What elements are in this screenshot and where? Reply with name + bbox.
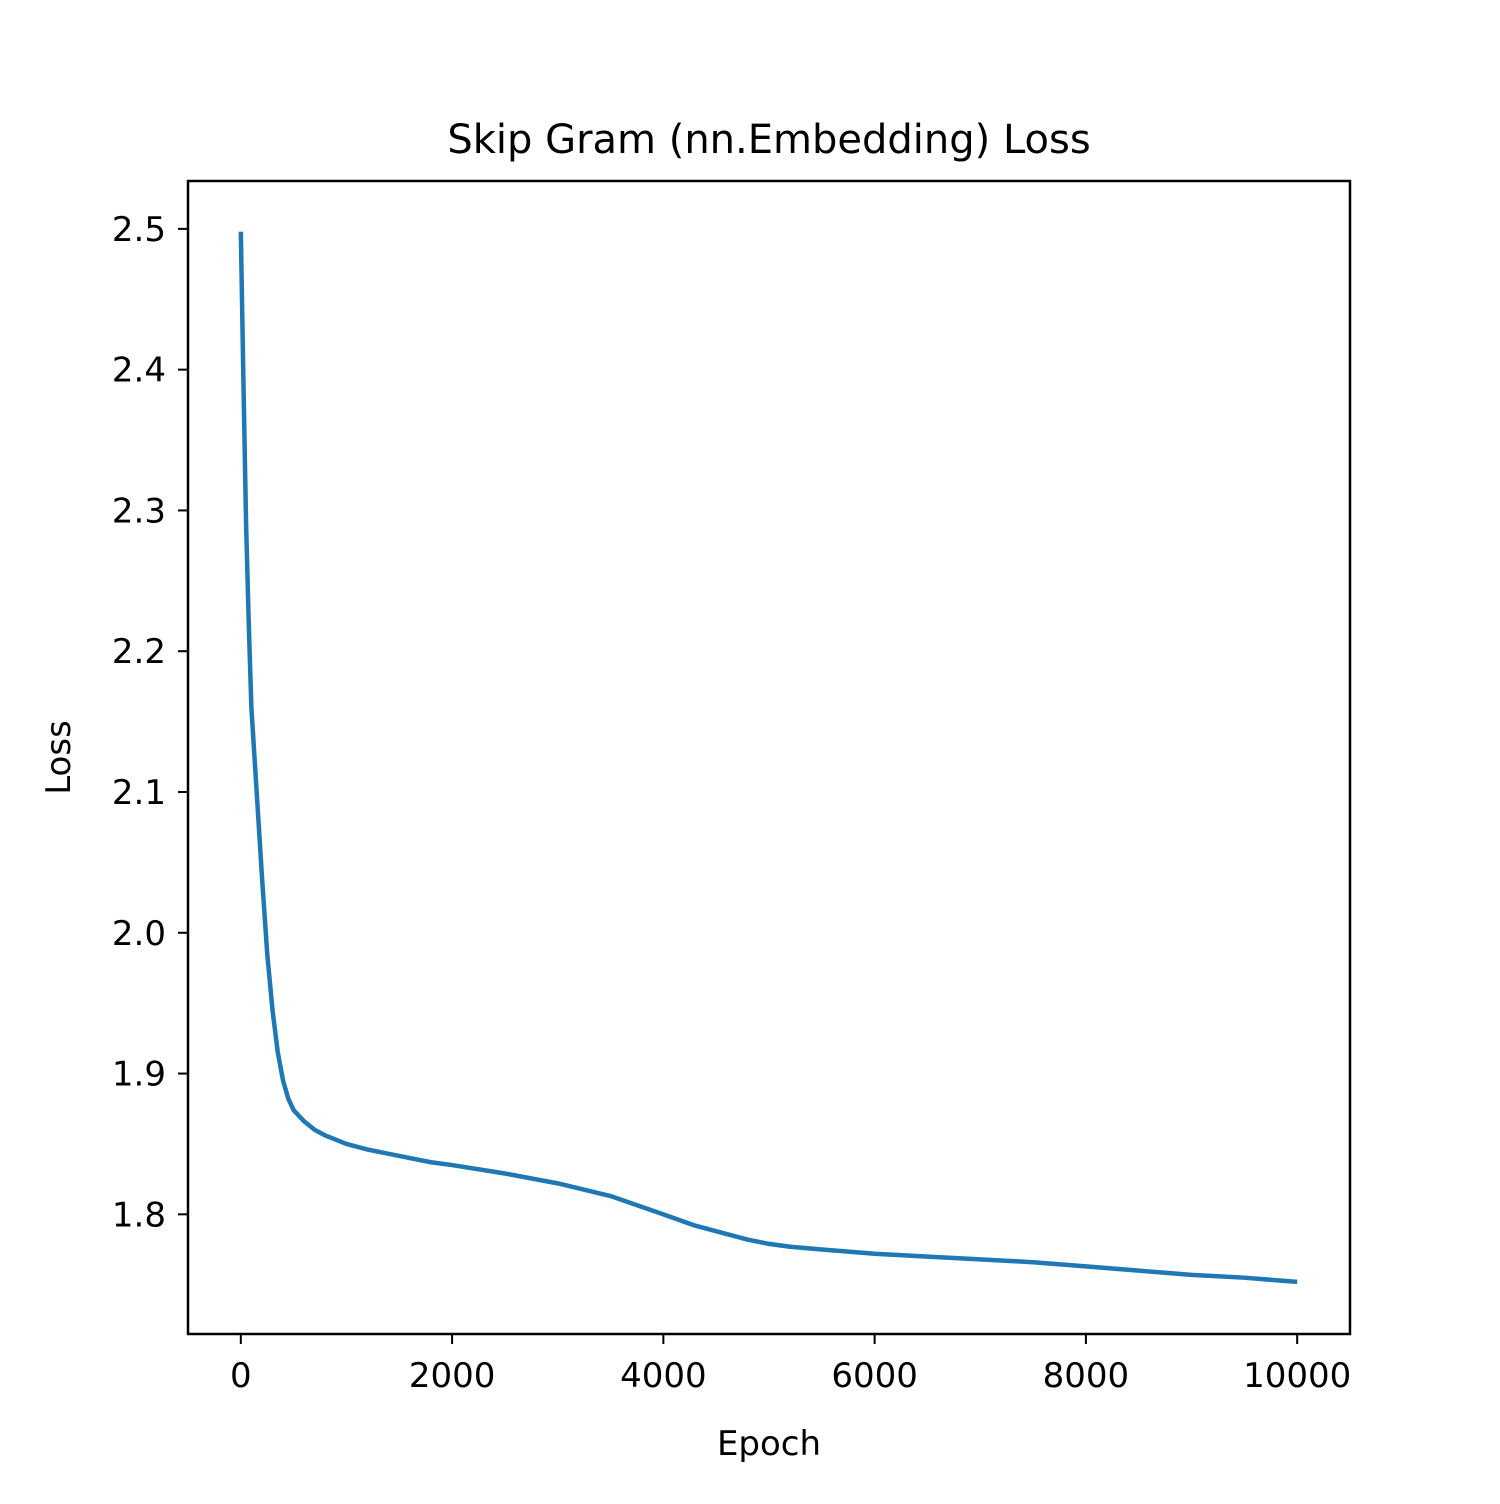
x-tick-label: 10000 [1243, 1356, 1351, 1396]
y-tick-label: 2.3 [112, 491, 166, 531]
plot-frame [186, 179, 1352, 1336]
x-tick-label: 4000 [620, 1356, 707, 1396]
x-tick-label: 6000 [831, 1356, 918, 1396]
y-axis-title: Loss [39, 720, 79, 795]
x-tick-label: 0 [230, 1356, 252, 1396]
y-tick-label: 2.2 [112, 632, 166, 672]
x-tick-label: 8000 [1043, 1356, 1130, 1396]
y-tick-label: 2.5 [112, 210, 166, 250]
x-axis-title: Epoch [717, 1424, 821, 1464]
y-tick-label: 2.1 [112, 773, 166, 813]
y-tick-label: 1.9 [112, 1055, 166, 1095]
x-tick-label: 2000 [409, 1356, 496, 1396]
chart-title: Skip Gram (nn.Embedding) Loss [447, 117, 1090, 163]
y-tick-label: 1.8 [112, 1195, 166, 1235]
plot-layer [238, 231, 1298, 1285]
series-line-0 [238, 231, 1298, 1285]
ticks-layer: 0 2000 4000 6000 8000 10000 1.8 1.9 2.0 2.1 2.2 2.3… [112, 210, 1351, 1396]
y-tick-label: 2.4 [112, 351, 166, 391]
y-tick-label: 2.0 [112, 914, 166, 954]
